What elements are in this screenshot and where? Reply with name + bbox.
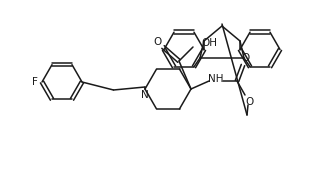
Text: N: N [141,90,149,100]
Text: O: O [154,37,162,47]
Text: O: O [246,97,254,107]
Text: OH: OH [201,38,217,48]
Text: NH: NH [208,74,224,84]
Text: O: O [242,53,250,63]
Text: F: F [32,77,38,87]
